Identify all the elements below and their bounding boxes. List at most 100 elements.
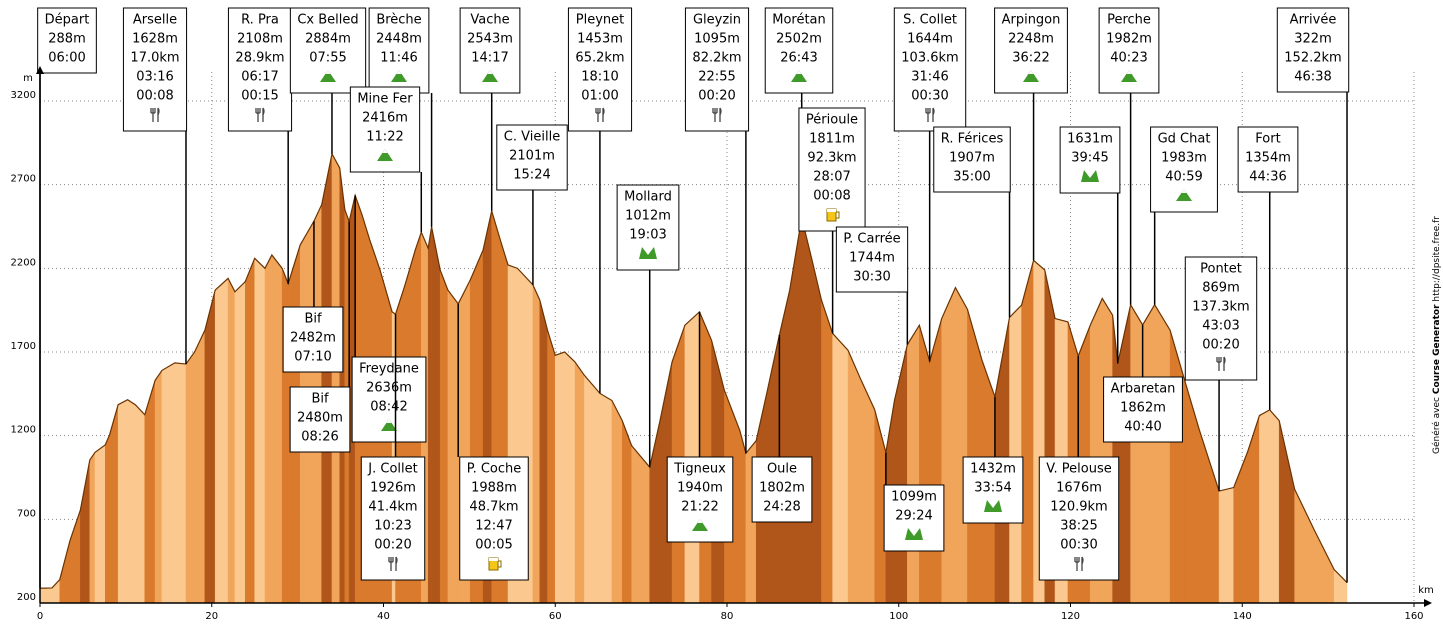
waypoint-info: 00:20 <box>698 89 735 104</box>
profile-segment <box>185 351 195 604</box>
summit-snow <box>1181 189 1187 193</box>
waypoint-name: Oule <box>767 462 797 477</box>
waypoint-info: 40:40 <box>1124 420 1161 435</box>
waypoint-name: R. Pra <box>241 13 279 28</box>
profile-segment <box>1218 487 1234 604</box>
waypoint-info: 11:22 <box>366 130 403 145</box>
waypoint-info: 152.2km <box>1284 51 1341 66</box>
waypoint-info: 2636m <box>366 381 412 396</box>
waypoint-info: 1744m <box>849 251 895 266</box>
profile-segment <box>847 350 861 604</box>
x-tick-label: 120 <box>1061 611 1080 622</box>
waypoint-info: 82.2km <box>692 51 741 66</box>
waypoint-info: 12:47 <box>475 519 512 534</box>
summit-icon <box>320 70 336 82</box>
y-axis-label: m <box>23 73 33 84</box>
waypoint-info: 33:54 <box>974 481 1011 496</box>
credit: Généré avec Course Generator http://dpsi… <box>1431 216 1442 454</box>
profile-segment <box>1009 304 1022 604</box>
profile-segment <box>801 217 813 604</box>
summit-snow <box>396 70 402 74</box>
x-axis-arrow <box>1424 599 1432 607</box>
waypoint-info: 26:43 <box>780 51 817 66</box>
waypoint-info: 28.9km <box>235 51 284 66</box>
profile-segment <box>194 330 206 604</box>
profile-segment <box>431 226 441 604</box>
summit-snow <box>796 70 802 74</box>
profile-segment <box>144 380 156 604</box>
waypoint-info: 36:22 <box>1012 51 1049 66</box>
waypoint-name: Arselle <box>133 13 177 28</box>
waypoint-name: J. Collet <box>367 462 417 477</box>
box <box>1276 7 1350 93</box>
profile-segment <box>254 257 266 604</box>
waypoint-box: R. Férices 1907m 35:00 <box>933 126 1011 193</box>
waypoint-info: 1644m <box>907 32 953 47</box>
profile-segment <box>439 269 449 604</box>
waypoint-box: Freydane 2636m 08:42 <box>351 356 427 443</box>
waypoint-box: Arbaretan 1862m 40:40 <box>1103 376 1183 443</box>
profile-segment <box>94 444 106 604</box>
waypoint-name: Arrivée <box>1290 13 1337 28</box>
profile-segment <box>779 290 790 604</box>
waypoint-box: Pontet 869m 137.3km 43:03 00:20 <box>1184 256 1258 381</box>
waypoint-name: Arbaretan <box>1111 382 1176 397</box>
waypoint-info: 2101m <box>509 149 555 164</box>
waypoint-name: P. Coche <box>467 462 522 477</box>
waypoint-info: 14:17 <box>471 51 508 66</box>
beer-foam <box>827 209 836 212</box>
waypoint-info: 28:07 <box>813 170 850 185</box>
waypoint-name: Bif <box>311 392 329 407</box>
waypoint-box: Cx Belled 2884m 07:55 <box>289 7 367 94</box>
y-tick-label: 2700 <box>11 174 36 185</box>
profile-segment <box>941 287 956 604</box>
waypoint-info: 2480m <box>297 411 343 426</box>
waypoint-box: Mine Fer 2416m 11:22 <box>349 86 421 173</box>
box <box>835 226 909 293</box>
profile-segment <box>821 300 833 604</box>
waypoint-info: 21:22 <box>681 500 718 515</box>
box <box>1103 376 1183 443</box>
waypoint-info: 00:08 <box>813 189 850 204</box>
waypoint-info: 29:24 <box>895 509 932 524</box>
waypoint-name: P. Carrée <box>843 232 900 247</box>
waypoint-info: 1802m <box>759 481 805 496</box>
waypoint-info: 120.9km <box>1050 500 1107 515</box>
box <box>1237 126 1299 193</box>
waypoint-name: Freydane <box>359 362 419 377</box>
waypoint-info: 00:20 <box>1202 338 1239 353</box>
profile-segment <box>739 430 747 604</box>
waypoint-name: Arpingon <box>1002 13 1061 28</box>
profile-segment <box>161 362 176 604</box>
x-axis-label: km <box>1418 585 1434 596</box>
waypoint-info: 2884m <box>305 32 351 47</box>
profile-segment <box>547 330 556 604</box>
waypoint-info: 1926m <box>370 481 416 496</box>
waypoint-name: S. Collet <box>903 13 957 28</box>
profile-segment <box>532 284 541 604</box>
y-tick-label: 200 <box>17 592 36 603</box>
waypoint-name: Morétan <box>772 13 826 28</box>
waypoint-info: 08:42 <box>370 400 407 415</box>
profile-segment <box>154 369 163 604</box>
profile-segment <box>621 420 632 604</box>
waypoint-info: 1811m <box>809 132 855 147</box>
waypoint-box: P. Coche 1988m 48.7km 12:47 00:05 <box>459 456 529 581</box>
waypoint-info: 1940m <box>677 481 723 496</box>
profile-segment <box>244 258 255 604</box>
waypoint-info: 137.3km <box>1192 300 1249 315</box>
waypoint-info: 2108m <box>237 32 283 47</box>
waypoint-name: 1432m <box>970 462 1016 477</box>
profile-segment <box>1269 409 1280 604</box>
profile-segment <box>234 281 246 604</box>
restaurant-icon <box>1074 556 1084 571</box>
summit-icon <box>1121 70 1137 82</box>
waypoint-info: 1907m <box>949 151 995 166</box>
waypoint-box: R. Pra 2108m 28.9km 06:17 00:15 <box>227 7 293 132</box>
restaurant-icon <box>388 556 398 571</box>
waypoint-info: 2248m <box>1008 32 1054 47</box>
box <box>933 126 1011 193</box>
profile-segment <box>447 289 459 604</box>
profile-segment <box>832 332 849 604</box>
